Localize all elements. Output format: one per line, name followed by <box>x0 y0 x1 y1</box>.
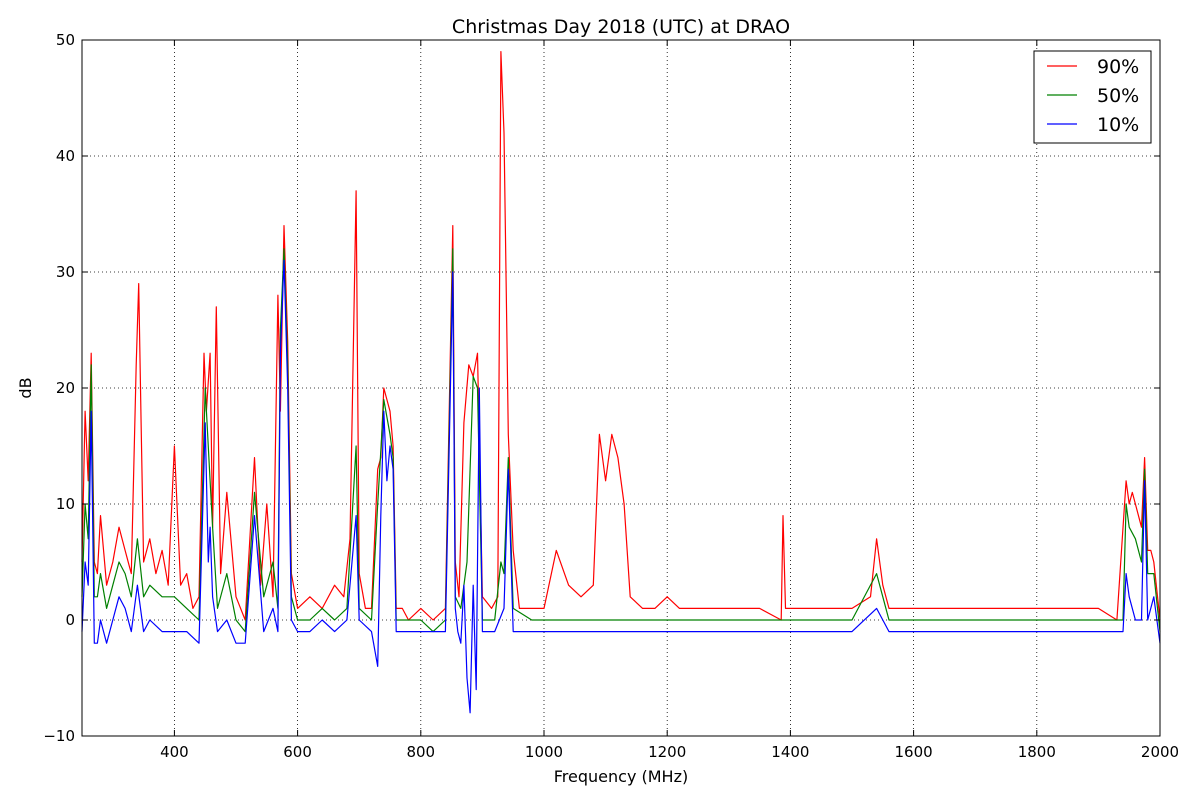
y-tick-label: 10 <box>56 495 75 513</box>
y-tick-label: 0 <box>65 611 75 629</box>
series-line-2 <box>81 248 1161 633</box>
y-tick-label: 40 <box>56 147 75 165</box>
x-tick-label: 600 <box>283 743 312 761</box>
y-tick-label: 30 <box>56 263 75 281</box>
x-tick-label: 2000 <box>1141 743 1179 761</box>
legend-label: 90% <box>1097 56 1139 78</box>
chart-title: Christmas Day 2018 (UTC) at DRAO <box>452 16 790 38</box>
x-tick-label: 1400 <box>771 743 809 761</box>
y-tick-label: 20 <box>56 379 75 397</box>
x-tick-label: 1600 <box>895 743 933 761</box>
y-tick-label: −10 <box>43 727 75 745</box>
grid-lines <box>82 40 1160 736</box>
series-line-3 <box>81 259 1161 714</box>
series-lines <box>81 50 1161 714</box>
y-axis-ticks: −10 0 10 20 30 40 50 <box>43 31 1160 745</box>
x-tick-label: 1800 <box>1018 743 1056 761</box>
x-axis-label: Frequency (MHz) <box>554 767 688 786</box>
x-tick-label: 1000 <box>525 743 563 761</box>
x-axis-ticks: 400 600 800 1000 1200 1400 1600 1800 2000 <box>160 40 1179 761</box>
legend: 90% 50% 10% <box>1033 50 1152 144</box>
legend-label: 50% <box>1097 85 1139 107</box>
legend-label: 10% <box>1097 114 1139 136</box>
x-tick-label: 800 <box>406 743 435 761</box>
series-line-1 <box>81 50 1161 621</box>
x-tick-label: 400 <box>160 743 189 761</box>
x-tick-label: 1200 <box>648 743 686 761</box>
y-tick-label: 50 <box>56 31 75 49</box>
y-axis-label: dB <box>16 377 35 398</box>
